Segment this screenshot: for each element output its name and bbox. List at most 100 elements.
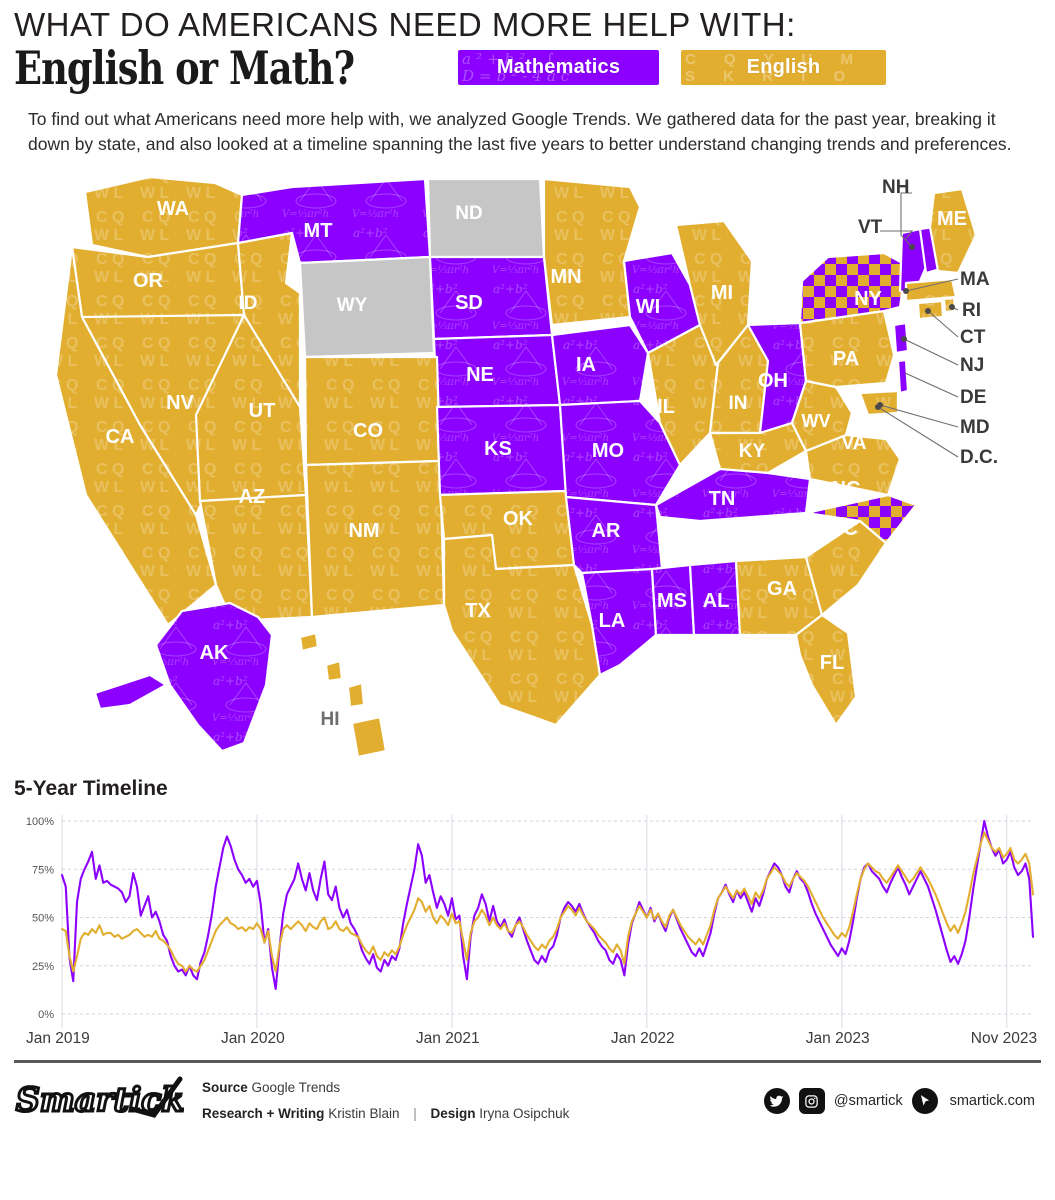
timeline-x-axis: Jan 2019 Jan 2020 Jan 2021 Jan 2022 Jan 2023… [14,1028,1041,1054]
smartick-logo[interactable]: Smartick [14,1075,186,1128]
social-links: @smartick smartick.com [763,1088,1041,1115]
state-HI-4[interactable] [350,715,388,758]
state-label-MS: MS [657,590,687,612]
state-SC[interactable] [804,519,888,616]
series-line-mathematics [60,819,1035,990]
state-MN[interactable] [542,177,642,326]
twitter-icon[interactable] [763,1088,790,1115]
instagram-icon[interactable] [798,1088,825,1115]
credit-separator: | [413,1106,417,1122]
state-label-WY: WY [337,295,368,316]
state-label-KS: KS [484,438,512,460]
state-label-WA: WA [157,198,189,220]
state-NY[interactable] [798,251,908,324]
state-label-AR: AR [592,520,621,542]
callout-dot-NJ [901,335,907,342]
callout-label-DC: D.C. [960,447,998,468]
state-TN[interactable] [654,467,812,522]
state-label-CA: CA [106,426,135,448]
state-label-NV: NV [166,392,194,414]
footer-divider [14,1059,1041,1063]
y-tick-label: 0% [38,1009,54,1021]
callout-label-NJ: NJ [960,355,984,376]
timeline-title: 5-Year Timeline [14,776,168,800]
credits: Source Google Trends Research + Writing … [202,1075,569,1127]
state-label-OH: OH [758,370,788,392]
state-CO[interactable] [303,355,442,466]
state-DE[interactable] [896,358,910,394]
state-label-OR: OR [133,270,164,292]
state-MA[interactable] [904,277,958,302]
state-ME[interactable] [928,187,978,274]
us-map: C Q W L a²+b² V=⅓πr²h [0,165,1055,775]
state-label-ND: ND [455,203,482,224]
research-label: Research + Writing [202,1106,325,1122]
website-link[interactable]: smartick.com [949,1093,1035,1110]
map-svg: C Q W L a²+b² V=⅓πr²h [54,175,998,758]
english-texture: C Q Y U M S K R I O W A V C P U L D Z G … [685,51,862,86]
credit-research-row: Research + Writing Kristin Blain | Desig… [202,1101,569,1127]
y-tick-label: 25% [32,960,54,972]
state-label-MN: MN [550,266,581,288]
timeline-chart: 0% 25% 50% 75% 100% [14,813,1041,1028]
callout-line-DC [877,406,959,458]
x-tick-label: Jan 2022 [610,1029,675,1047]
credit-source-row: Source Google Trends [202,1075,569,1101]
logo-checkmark [129,1076,183,1118]
intro-paragraph: To find out what Americans need more hel… [28,108,1012,154]
kicker-title: WHAT DO AMERICANS NEED MORE HELP WITH: [14,6,796,43]
title-legend-row: English or Math? a²+b² ∫ D=b²-4ac V=⅓πr²… [14,45,1041,91]
state-label-HI: HI [321,709,340,730]
state-SD[interactable] [428,255,554,340]
social-handle[interactable]: @smartick [833,1093,903,1110]
footer: Smartick Source Google Trends Research +… [0,1063,1055,1128]
state-IA[interactable] [550,323,650,406]
cursor-icon[interactable] [911,1088,938,1115]
state-label-ID: ID [239,293,258,314]
callout-label-MD: MD [960,417,990,438]
header: WHAT DO AMERICANS NEED MORE HELP WITH: E… [0,0,1055,157]
callout-label-DE: DE [960,387,986,408]
state-ND[interactable] [426,177,546,258]
y-tick-label: 50% [32,912,54,924]
page-title: English or Math? [14,40,355,95]
state-label-AZ: AZ [239,486,266,508]
state-label-NC: NC [832,478,861,500]
state-label-MO: MO [592,440,624,462]
state-label-PA: PA [833,348,859,370]
state-HI-1[interactable] [298,631,320,652]
state-label-NE: NE [466,364,494,386]
state-HI-3[interactable] [346,681,366,708]
state-label-ME: ME [937,208,967,230]
state-NJ[interactable] [892,321,910,354]
callout-line-NH [900,192,913,248]
state-label-IA: IA [576,354,596,376]
state-label-IL: IL [657,396,675,418]
x-tick-label: Jan 2019 [26,1029,90,1047]
state-AK[interactable] [154,601,274,752]
callout-dot-RI [949,303,955,310]
source-label: Source [202,1080,248,1096]
math-texture: a²+b² ∫ D=b²-4ac V=⅓πr²h sin2x=2sinx·cos… [462,50,575,86]
callout-label-RI: RI [962,300,981,321]
state-AZ[interactable] [198,493,314,622]
state-FL[interactable] [794,613,858,726]
callout-line-NJ [903,338,959,366]
state-label-CO: CO [353,420,383,442]
callout-line-DE [904,372,959,398]
legend: a²+b² ∫ D=b²-4ac V=⅓πr²h sin2x=2sinx·cos… [458,50,886,86]
state-label-NM: NM [348,520,379,542]
state-HI-2[interactable] [324,659,344,682]
state-NE[interactable] [432,333,562,408]
callout-label-NH: NH [882,177,909,198]
research-value: Kristin Blain [328,1106,400,1122]
state-label-FL: FL [820,652,844,674]
state-AK-2[interactable] [93,673,168,710]
state-NC[interactable] [804,493,918,544]
timeline-chart-svg: 0% 25% 50% 75% 100% [26,814,1035,1028]
callout-dot-DC [875,403,881,410]
state-label-LA: LA [599,610,626,632]
state-label-MI: MI [711,282,733,304]
logo-wordmark: Smartick [16,1080,184,1119]
